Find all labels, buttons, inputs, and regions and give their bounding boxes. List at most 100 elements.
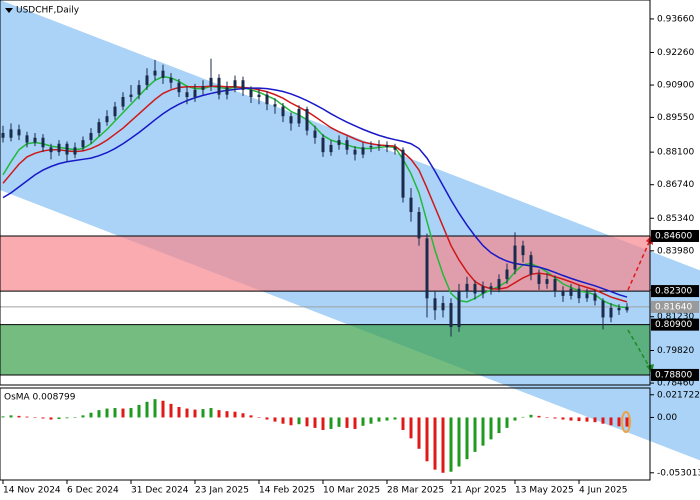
osc-bar (593, 417, 597, 423)
zone (0, 324, 650, 375)
osc-bar (609, 417, 613, 426)
osc-bar (193, 409, 197, 418)
candle-body (1, 132, 5, 138)
candle-body (145, 75, 149, 86)
level-label-box (651, 368, 699, 381)
candle-body (369, 146, 373, 148)
osc-bar (33, 417, 37, 418)
osc-bar (25, 416, 29, 418)
y-tick-label: 0.89550 (657, 113, 694, 123)
osc-bar (313, 417, 317, 428)
x-tick-label: 28 Mar 2025 (387, 486, 444, 496)
candle-body (201, 86, 205, 90)
osc-bar (121, 408, 125, 418)
level-label: 0.80900 (655, 320, 692, 330)
x-tick-label: 14 Feb 2025 (259, 486, 315, 496)
osc-bar (449, 417, 453, 472)
candle-body (89, 132, 93, 141)
candle-body (305, 109, 309, 131)
candle-body (385, 144, 389, 148)
main-panel-frame (0, 0, 651, 386)
osc-bar (433, 417, 437, 470)
osc-bar (481, 417, 485, 446)
candle-body (257, 94, 261, 98)
candle-body (209, 77, 213, 87)
candle-body (169, 77, 173, 83)
y-tick-label: 0.83980 (657, 246, 694, 256)
x-tick-label: 14 Nov 2024 (3, 486, 61, 496)
level-label-box (651, 229, 699, 242)
axes: 0.93660 0.92260 0.90900 0.89550 0.88100 0.867… (2, 14, 700, 496)
candle-body (505, 269, 509, 280)
osc-bar (529, 414, 533, 418)
osc-bar (97, 410, 101, 418)
osc-bar (49, 417, 53, 420)
osc-bar (225, 411, 229, 418)
osc-bar (209, 408, 213, 418)
osc-bar (361, 417, 365, 426)
level-label-box (651, 285, 699, 298)
candle-body (537, 274, 541, 284)
candle-body (425, 238, 429, 299)
y-tick-label: 0.85340 (657, 214, 694, 224)
candle-body (393, 147, 397, 150)
osc-bar (65, 417, 69, 419)
candle-body (433, 298, 437, 311)
candle-body (321, 137, 325, 153)
level-label: 0.84600 (655, 231, 692, 241)
osc-bar (305, 417, 309, 427)
candle-body (473, 283, 477, 294)
candle-body (441, 303, 445, 311)
y-tick-label: 0.78460 (657, 379, 694, 389)
osc-title: OsMA 0.008799 (4, 393, 76, 403)
osc-bar (177, 407, 181, 418)
osc-bar (377, 417, 381, 422)
osc-bar (289, 417, 293, 426)
osc-bar (601, 417, 605, 424)
candle-body (217, 77, 221, 95)
candle-body (265, 94, 269, 105)
osc-bar (561, 417, 565, 420)
candle-body (313, 130, 317, 138)
candle-body (137, 85, 141, 95)
osc-bar (241, 413, 245, 418)
osc-bar (513, 417, 517, 421)
osc-bar (473, 417, 477, 452)
osc-bar (169, 403, 173, 418)
osc-bar (41, 417, 45, 419)
annotations: USDCHF,Daily OsMA 0.008799 (0, 0, 654, 481)
candle-body (617, 307, 621, 311)
candle-body (233, 80, 237, 88)
y-tick-label: 0.93660 (657, 14, 694, 24)
level-label-box (651, 318, 699, 331)
level-label-box (651, 300, 699, 313)
osc-bar (145, 401, 149, 418)
osc-bar (625, 417, 629, 427)
candle-body (281, 106, 285, 117)
candle-body (361, 147, 365, 155)
candle-body (273, 104, 277, 107)
candle-body (97, 122, 101, 133)
background-layer (0, 0, 700, 461)
osc-bar (553, 417, 557, 419)
osc-bar (337, 417, 341, 427)
osc-bar (257, 417, 261, 418)
candle-body (81, 140, 85, 148)
candle-body (409, 197, 413, 213)
osc-bar (489, 417, 493, 440)
osc-bar (385, 417, 389, 421)
osc-bar (201, 409, 205, 418)
candle-body (465, 283, 469, 292)
candle-body (417, 212, 421, 239)
osc-bar (441, 417, 445, 473)
candle-body (449, 303, 453, 328)
osc-panel-frame (0, 387, 651, 481)
candle-body (57, 143, 61, 153)
candle-body (225, 87, 229, 95)
osc-bar (249, 415, 253, 418)
y-tick-label: 0.021722 (657, 390, 700, 400)
osc-bar (105, 408, 109, 418)
osc-bar (585, 417, 589, 422)
candle-body (177, 82, 181, 93)
